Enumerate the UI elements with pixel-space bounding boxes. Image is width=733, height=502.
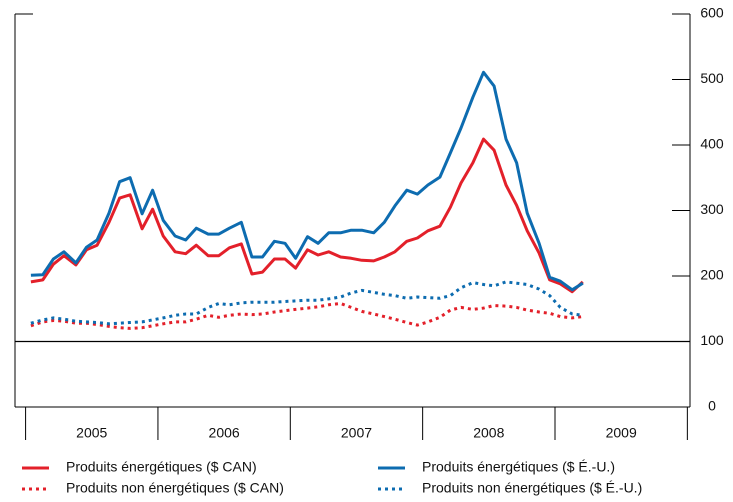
series-line bbox=[30, 70, 584, 292]
series-line bbox=[30, 137, 584, 294]
y-tick-label: 100 bbox=[700, 332, 724, 348]
x-tick-label: 2009 bbox=[606, 425, 637, 441]
y-tick-label: 400 bbox=[700, 136, 724, 152]
legend-label: Produits non énergétiques ($ É.-U.) bbox=[422, 480, 642, 496]
series-line bbox=[30, 280, 583, 326]
x-tick-label: 2005 bbox=[76, 425, 107, 441]
y-tick-label: 500 bbox=[700, 70, 724, 86]
legend-label: Produits énergétiques ($ É.-U.) bbox=[422, 459, 615, 475]
y-tick-label: 200 bbox=[700, 267, 724, 283]
y-tick-label: 600 bbox=[700, 5, 724, 21]
legend-label: Produits non énergétiques ($ CAN) bbox=[66, 480, 284, 496]
x-tick-label: 2006 bbox=[209, 425, 240, 441]
x-tick-label: 2008 bbox=[473, 425, 504, 441]
series-line bbox=[30, 302, 583, 330]
y-tick-label: 300 bbox=[700, 201, 724, 217]
legend-label: Produits énergétiques ($ CAN) bbox=[66, 459, 257, 475]
x-tick-label: 2007 bbox=[341, 425, 372, 441]
y-tick-label: 0 bbox=[708, 398, 716, 414]
